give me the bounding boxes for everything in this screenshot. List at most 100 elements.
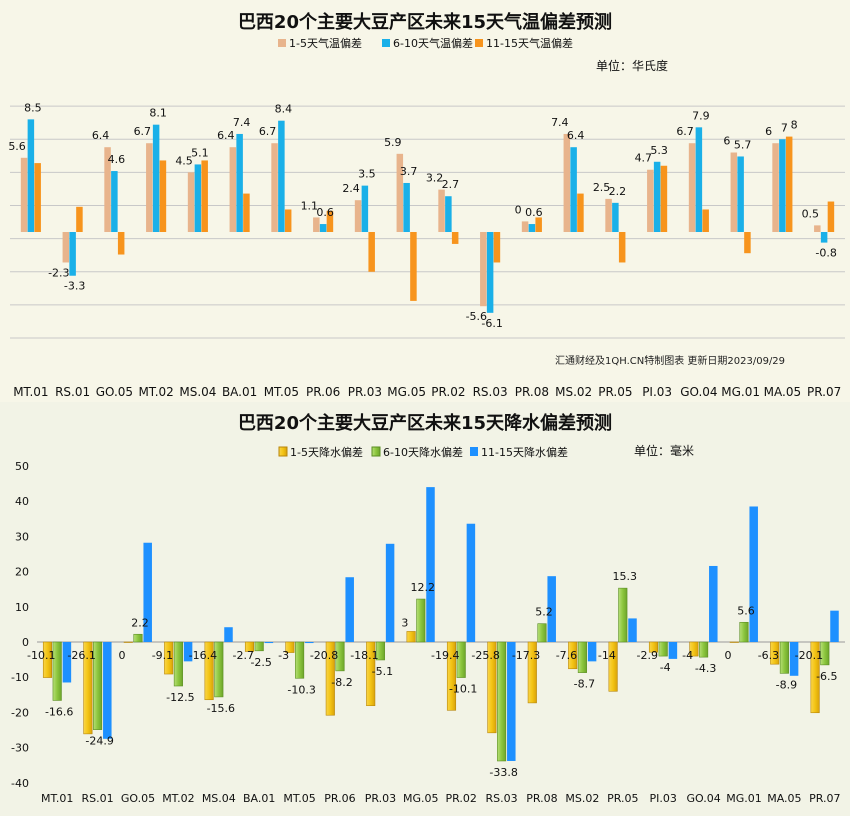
bar bbox=[403, 182, 410, 232]
category-label: GO.04 bbox=[680, 385, 717, 399]
data-label: -16.4 bbox=[189, 649, 217, 662]
bar bbox=[20, 157, 28, 232]
bar bbox=[62, 642, 72, 683]
precipitation-unit-note: 单位：毫米 bbox=[634, 443, 694, 458]
category-label: PR.05 bbox=[607, 792, 638, 805]
category-label: GO.04 bbox=[686, 792, 720, 805]
bar bbox=[446, 641, 457, 711]
data-label: 6.4 bbox=[567, 129, 585, 142]
bar bbox=[772, 143, 779, 232]
category-label: PR.08 bbox=[515, 385, 549, 399]
category-label: PR.03 bbox=[348, 385, 382, 399]
bar bbox=[244, 641, 255, 652]
data-label: -15.6 bbox=[207, 702, 235, 715]
bar bbox=[653, 161, 661, 232]
temperature-source-note: 汇通财经及1QH.CN特制图表 更新日期2023/09/29 bbox=[555, 354, 785, 367]
bar bbox=[164, 641, 174, 675]
data-label: 5.6 bbox=[737, 604, 755, 617]
bar bbox=[618, 232, 626, 263]
bar bbox=[278, 120, 285, 232]
category-label: MT.01 bbox=[13, 385, 48, 399]
bar bbox=[103, 642, 112, 739]
data-label: -2.7 bbox=[233, 649, 254, 662]
category-label: PI.03 bbox=[650, 792, 677, 805]
bar bbox=[146, 143, 153, 232]
category-label: BA.01 bbox=[222, 385, 257, 399]
bar bbox=[739, 621, 749, 643]
data-label: -16.6 bbox=[45, 705, 73, 718]
data-label: 5.1 bbox=[191, 146, 209, 159]
bar bbox=[605, 198, 612, 232]
bar bbox=[537, 623, 547, 643]
data-label: -6.5 bbox=[816, 670, 837, 683]
data-label: 0 bbox=[119, 649, 126, 662]
data-label: -4 bbox=[682, 649, 693, 662]
bar bbox=[325, 641, 335, 716]
category-label: MG.05 bbox=[387, 385, 426, 399]
data-label: -20.1 bbox=[795, 649, 823, 662]
temperature-legend: 1-5天气温偏差 6-10天气温偏差 11-15天气温偏差 bbox=[278, 36, 573, 50]
legend-swatch bbox=[382, 39, 390, 47]
bar bbox=[426, 487, 435, 642]
category-label: PR.06 bbox=[324, 792, 355, 805]
data-label: -4 bbox=[660, 661, 671, 674]
data-label: -10.1 bbox=[449, 683, 477, 696]
precipitation-data-labels: -10.1 -16.6 -26.1 -24.9 0 2.2 -9.1 -12.5 -16.4 -1… bbox=[27, 570, 838, 779]
data-label: -17.3 bbox=[512, 649, 540, 662]
category-label: PR.05 bbox=[598, 385, 632, 399]
bar bbox=[570, 147, 577, 232]
data-label: 4.6 bbox=[108, 153, 126, 166]
y-tick-label: 30 bbox=[15, 530, 29, 543]
data-label: 6 bbox=[723, 135, 730, 148]
bar bbox=[702, 209, 709, 232]
data-label: 7.4 bbox=[551, 116, 569, 129]
category-label: MG.01 bbox=[721, 385, 760, 399]
bar bbox=[770, 641, 780, 665]
category-label: PR.07 bbox=[809, 792, 840, 805]
bar bbox=[563, 133, 571, 232]
data-label: 5.9 bbox=[384, 136, 402, 149]
bar bbox=[486, 232, 494, 313]
bar bbox=[507, 642, 516, 761]
category-label: RS.01 bbox=[55, 385, 90, 399]
data-label: 8 bbox=[791, 119, 798, 132]
precipitation-chart: 巴西20个主要大豆产区未来15天降水偏差预测 1-5天降水偏差 6-10天降水偏差… bbox=[11, 412, 845, 805]
data-label: 6.4 bbox=[92, 129, 110, 142]
data-label: -3.3 bbox=[64, 280, 85, 293]
data-label: -24.9 bbox=[85, 735, 113, 748]
data-label: -12.5 bbox=[166, 691, 194, 704]
data-label: 2.7 bbox=[442, 178, 460, 191]
bar bbox=[466, 523, 476, 642]
bar bbox=[658, 641, 668, 657]
bar bbox=[295, 641, 305, 679]
bar bbox=[345, 577, 354, 642]
precipitation-legend: 1-5天降水偏差 6-10天降水偏差 11-15天降水偏差 bbox=[278, 445, 568, 459]
y-tick-label: 0 bbox=[22, 636, 29, 649]
temperature-unit-note: 单位：华氏度 bbox=[596, 58, 668, 73]
y-tick-label: -10 bbox=[11, 671, 29, 684]
bar bbox=[152, 124, 160, 232]
bar bbox=[143, 542, 152, 642]
bar bbox=[117, 232, 125, 255]
temperature-chart-title: 巴西20个主要大豆产区未来15天气温偏差预测 bbox=[238, 11, 612, 33]
data-label: 8.1 bbox=[149, 107, 167, 120]
legend-label: 1-5天降水偏差 bbox=[290, 445, 363, 459]
data-label: -18.1 bbox=[350, 649, 378, 662]
data-label: -5.1 bbox=[372, 665, 393, 678]
category-label: PR.08 bbox=[526, 792, 557, 805]
bar bbox=[76, 206, 83, 232]
data-label: -6.1 bbox=[481, 317, 502, 330]
bar bbox=[194, 164, 202, 232]
bar bbox=[27, 119, 35, 232]
bar bbox=[695, 127, 703, 232]
temperature-chart-panel: 巴西20个主要大豆产区未来15天气温偏差预测 1-5天气温偏差 6-10天气温偏差… bbox=[0, 0, 850, 403]
category-label: PR.07 bbox=[807, 385, 841, 399]
category-label: PR.02 bbox=[431, 385, 465, 399]
data-label: 6.4 bbox=[217, 129, 235, 142]
data-label: -5.6 bbox=[466, 310, 487, 323]
bar bbox=[577, 641, 587, 673]
data-label: 15.3 bbox=[613, 570, 638, 583]
data-label: -3 bbox=[278, 649, 289, 662]
bar bbox=[159, 160, 167, 232]
bar bbox=[335, 641, 345, 672]
